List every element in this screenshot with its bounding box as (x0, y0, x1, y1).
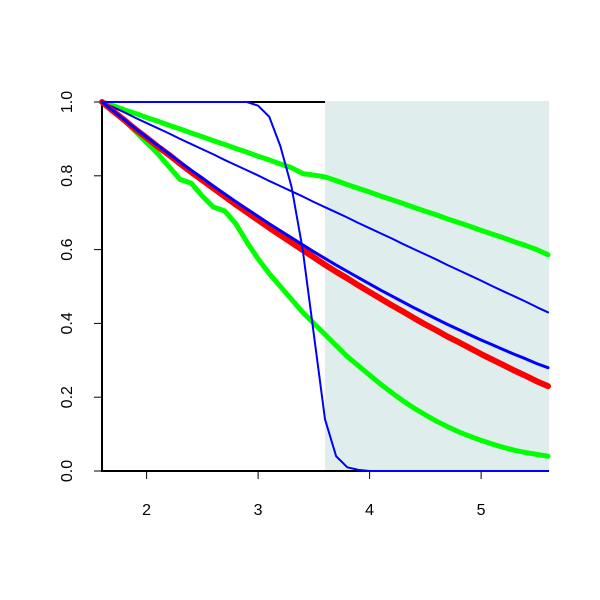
y-tick-label: 1.0 (59, 91, 76, 113)
y-tick-label: 0.6 (59, 238, 76, 260)
x-tick-label: 2 (142, 502, 151, 519)
x-tick-label: 3 (254, 502, 263, 519)
series-line (99, 99, 551, 258)
y-tick-label: 0.0 (59, 460, 76, 482)
series-line (100, 100, 550, 370)
y-tick-label: 0.4 (59, 312, 76, 334)
x-tick-label: 4 (365, 502, 374, 519)
y-tick-label: 0.2 (59, 386, 76, 408)
series-line (99, 99, 551, 459)
x-tick-label: 5 (477, 502, 486, 519)
series-line (101, 101, 549, 472)
y-tick-label: 0.8 (59, 165, 76, 187)
series-line (101, 101, 549, 314)
